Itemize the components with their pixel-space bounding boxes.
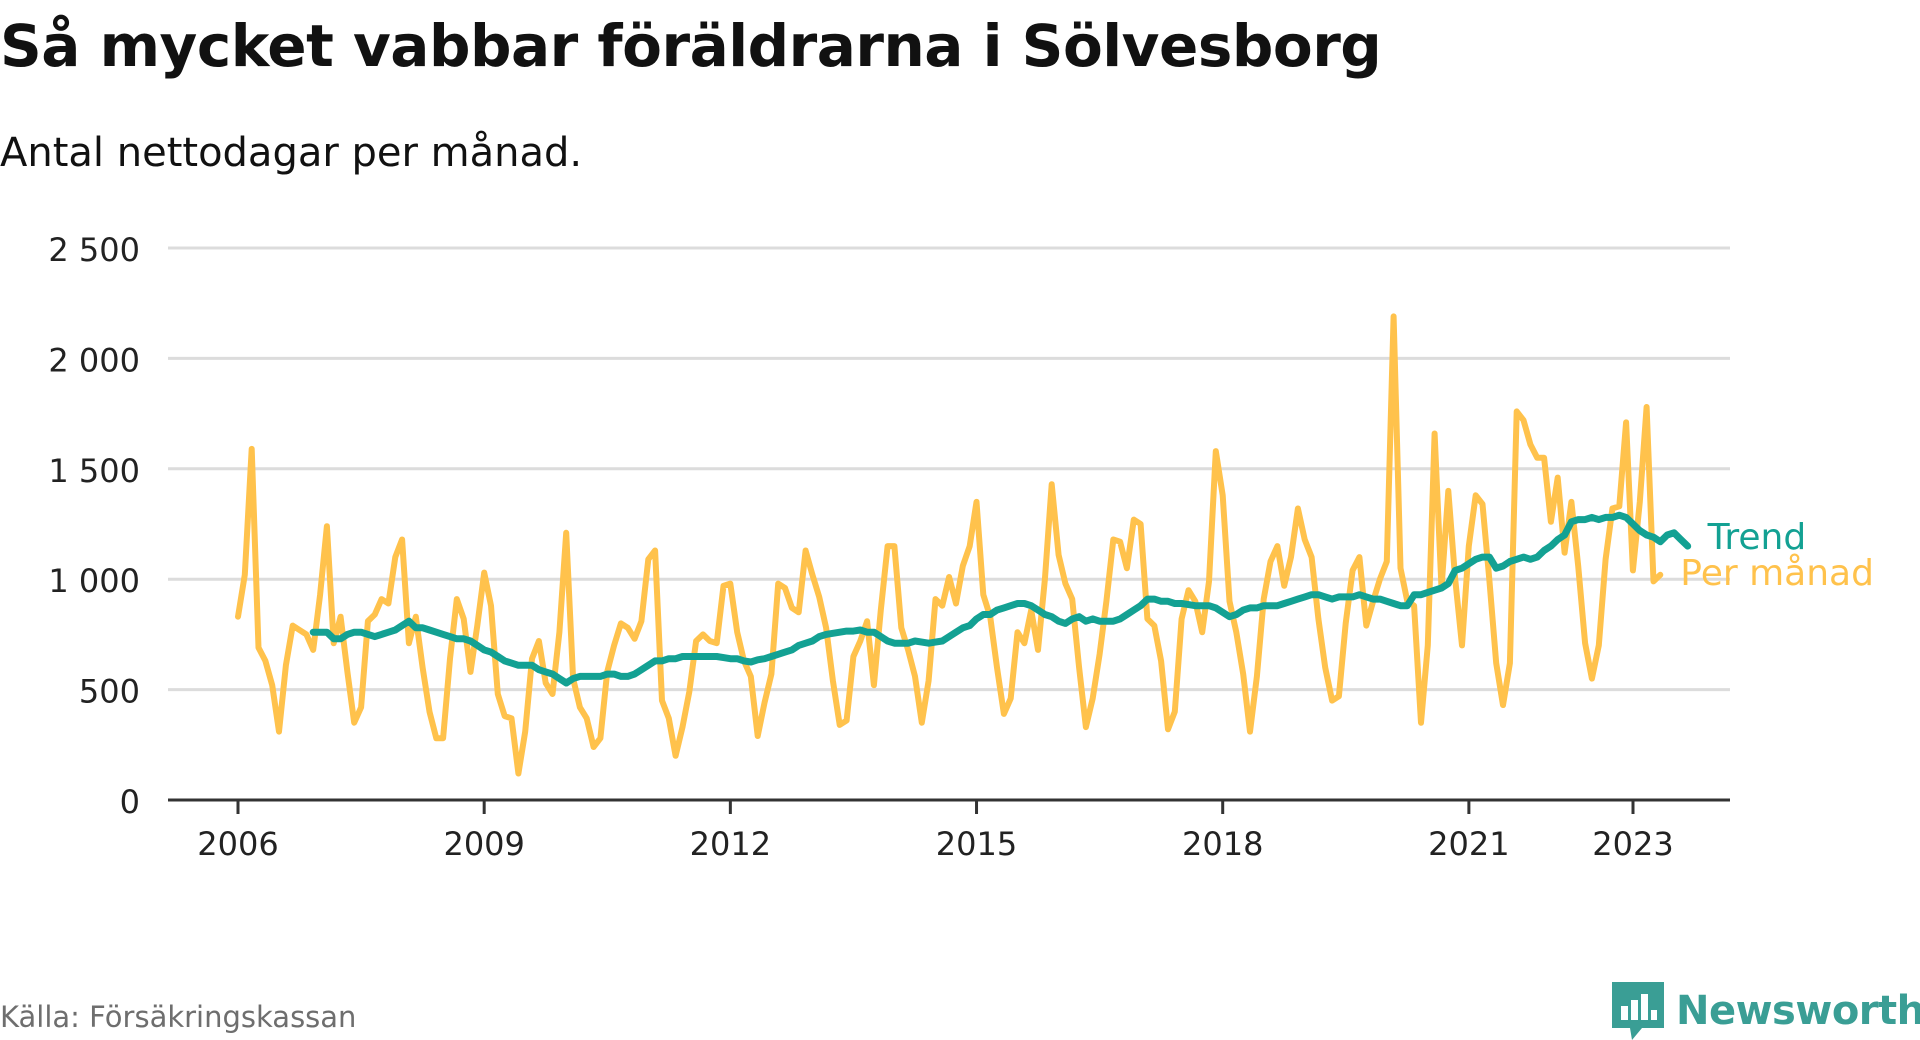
source-note: Källa: Försäkringskassan bbox=[0, 1000, 357, 1034]
y-tick-label: 2 000 bbox=[48, 341, 140, 379]
y-tick-label: 1 000 bbox=[48, 562, 140, 600]
newsworthy-icon bbox=[1612, 982, 1664, 1040]
brand-name: Newsworthy bbox=[1676, 988, 1920, 1034]
monthly-series-label: Per månad bbox=[1680, 553, 1874, 594]
y-tick-label: 2 500 bbox=[48, 231, 140, 269]
newsworthy-logo: Newsworthy bbox=[1612, 982, 1920, 1040]
trend-series-label: Trend bbox=[1707, 517, 1807, 558]
monthly-series-line bbox=[235, 313, 1664, 777]
chart-title: Så mycket vabbar föräldrarna i Sölvesbor… bbox=[0, 12, 1382, 80]
x-tick-label: 2015 bbox=[936, 825, 1017, 863]
x-tick-label: 2021 bbox=[1428, 825, 1509, 863]
x-tick-label: 2012 bbox=[690, 825, 771, 863]
x-tick-label: 2009 bbox=[443, 825, 524, 863]
y-tick-label: 0 bbox=[120, 783, 140, 821]
x-tick-label: 2006 bbox=[197, 825, 278, 863]
x-tick-label: 2023 bbox=[1592, 825, 1673, 863]
y-tick-label: 1 500 bbox=[48, 452, 140, 490]
y-tick-label: 500 bbox=[79, 673, 140, 711]
chart-subtitle: Antal nettodagar per månad. bbox=[0, 130, 583, 176]
trend-series-line bbox=[309, 511, 1692, 687]
x-tick-label: 2018 bbox=[1182, 825, 1263, 863]
